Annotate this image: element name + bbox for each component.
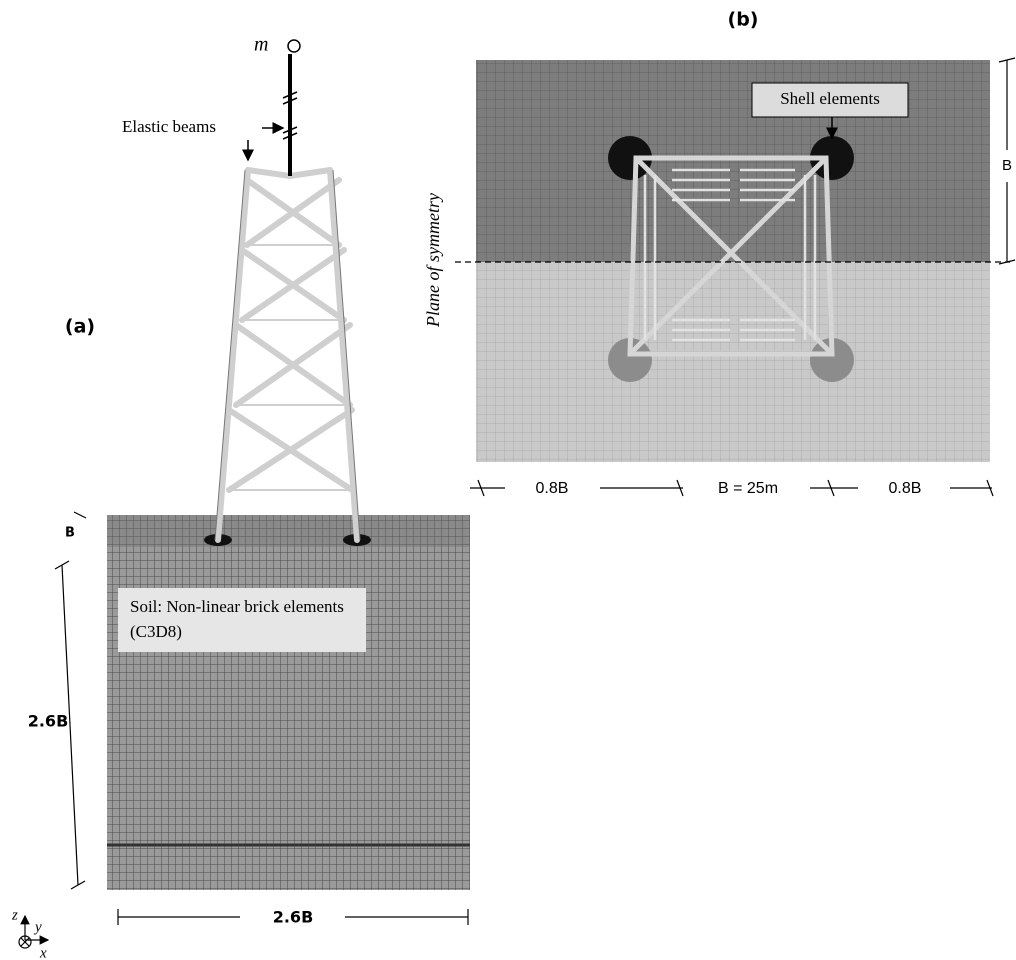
panel-label: (a) <box>65 316 95 338</box>
mass-label: m <box>254 34 268 56</box>
half-width-dim: B <box>1002 157 1012 174</box>
top-view <box>476 60 990 462</box>
bottom-dim: 0.8B <box>536 480 569 497</box>
tower <box>218 170 357 540</box>
beam-label: Elastic beams <box>122 117 216 136</box>
height-dim: 2.6B <box>28 712 69 731</box>
bottom-dim: B = 25m <box>718 480 778 497</box>
width-dim: 2.6B <box>273 908 314 927</box>
axis-x: x <box>39 945 47 960</box>
axis-z: z <box>11 907 18 923</box>
axis-y: y <box>33 919 42 935</box>
depth-dim: B <box>65 526 75 541</box>
figure: m Elastic beams (a) B 2.6B 2.6B z y x (b… <box>0 0 1016 960</box>
bottom-dim: 0.8B <box>889 480 922 497</box>
axis-triad <box>19 916 48 948</box>
page: {"panel_a": {"label": "(a)", "mass_label… <box>0 0 1016 960</box>
soil-label: Soil: Non-linear brick elements (C3D8) <box>118 588 366 652</box>
soil-block <box>107 515 470 890</box>
panel-label: (b) <box>728 9 759 31</box>
symmetry-label: Plane of symmetry <box>423 193 443 328</box>
mass-beam <box>283 40 300 176</box>
shell-label: Shell elements <box>780 89 880 108</box>
